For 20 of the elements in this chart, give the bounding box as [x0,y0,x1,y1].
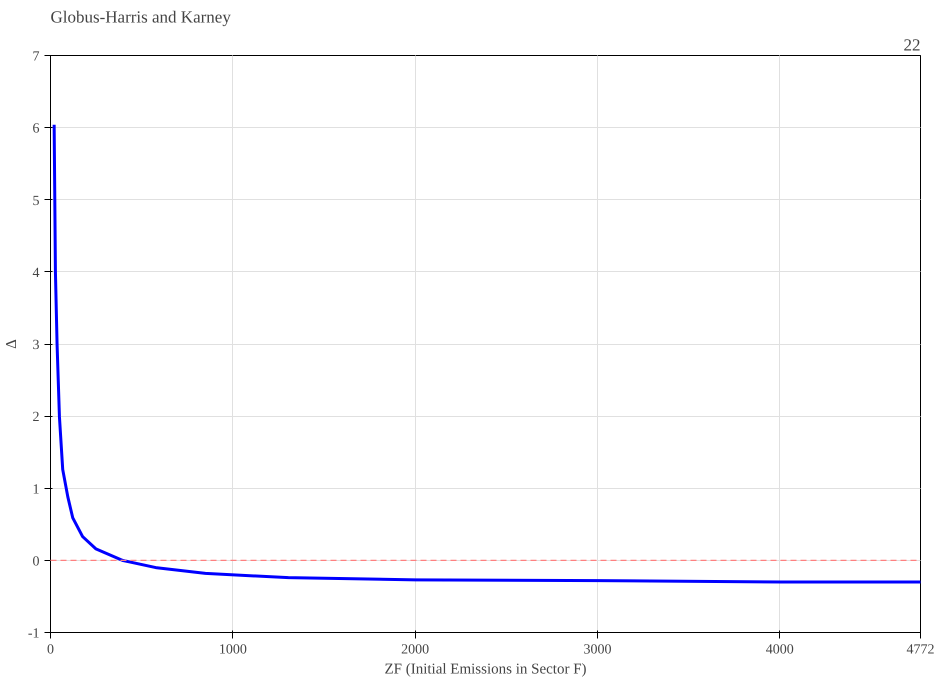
y-tick-label: 6 [32,122,40,137]
x-tick-label: 0 [47,642,54,658]
y-tick-label: 7 [32,50,40,64]
x-axis-title: ZF (Initial Emissions in Sector F) [384,662,587,678]
x-tick-label: 4000 [766,642,794,658]
x-tick-label: 4772 [906,642,934,658]
x-tick-label: 3000 [583,642,612,658]
y-axis-title: Δ [4,338,20,349]
y-tick-label: -1 [28,626,40,642]
x-tick-label: 2000 [401,642,430,658]
chart-title: Globus-Harris and Karney [50,8,232,26]
y-tick-label: 0 [32,554,40,570]
y-tick-label: 2 [32,410,40,426]
y-tick-label: 3 [32,338,40,353]
y-tick-label: 1 [32,482,40,498]
text: 22 [904,36,920,54]
y-tick-label: 5 [32,194,40,209]
line-series [52,123,920,584]
y-tick-label: 4 [32,266,40,281]
x-tick-label: 1000 [218,642,247,658]
